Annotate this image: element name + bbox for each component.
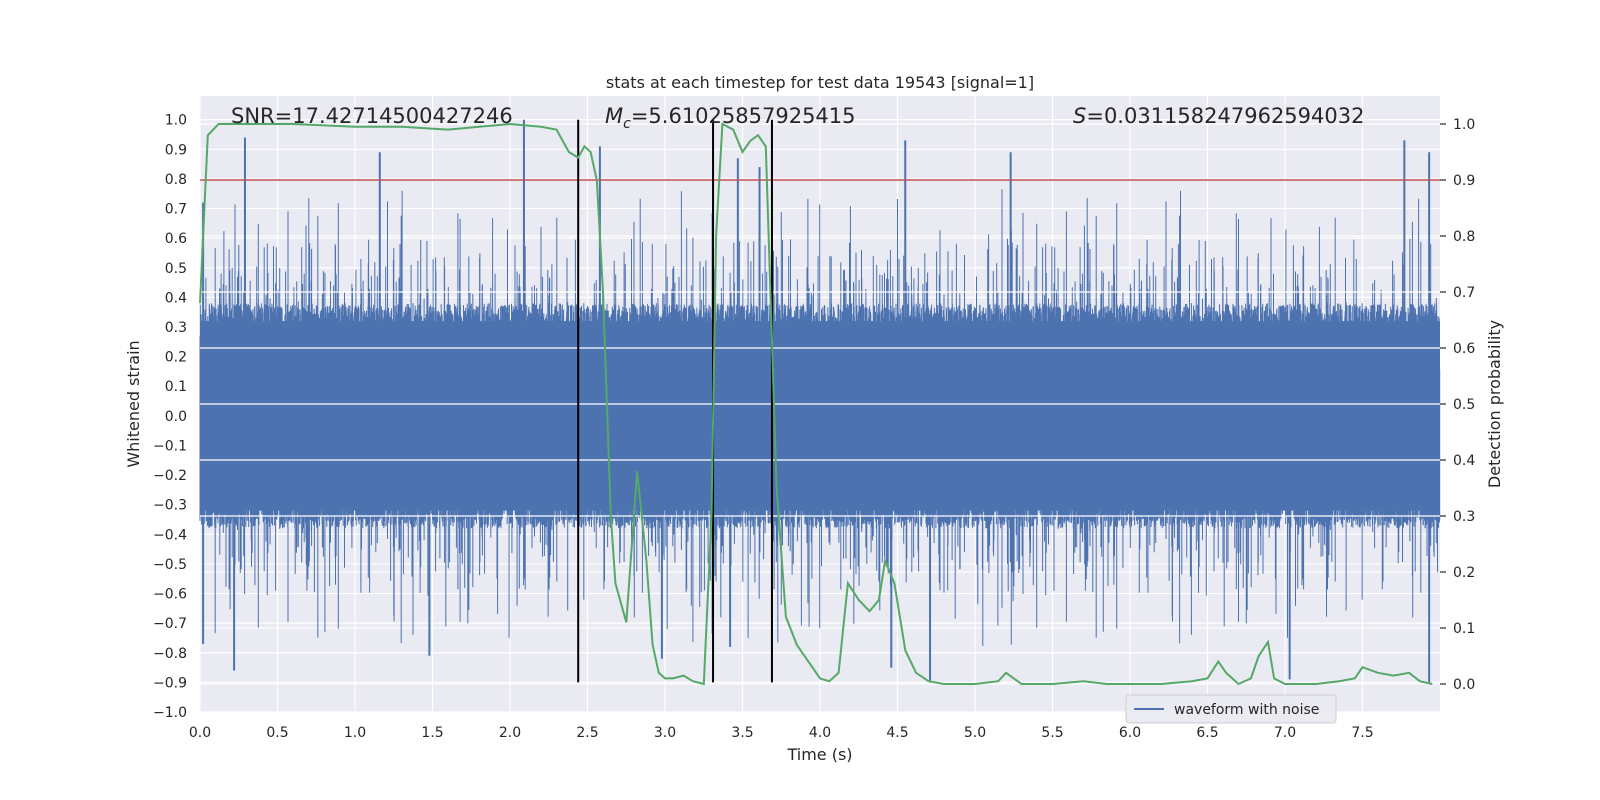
y2-tick-label: 0.1 <box>1453 621 1475 637</box>
x-tick-label: 4.0 <box>809 725 831 741</box>
detection-probability-line <box>199 122 1433 686</box>
x-tick-label: 3.0 <box>654 725 676 741</box>
y-tick-label: 0.3 <box>165 320 187 336</box>
x-tick-label: 7.5 <box>1351 725 1373 741</box>
y-tick-label: −1.0 <box>153 705 187 721</box>
chirp-mass-annotation: Mc=5.61025857925415 <box>605 104 856 132</box>
y2-tick-label: 0.0 <box>1453 677 1475 693</box>
y2-tick-label: 0.6 <box>1453 341 1475 357</box>
chart-title: stats at each timestep for test data 195… <box>606 73 1034 92</box>
y2-tick-label: 0.9 <box>1453 173 1475 189</box>
y-tick-label: −0.6 <box>153 587 187 603</box>
s-annotation: S=0.031158247962594032 <box>1073 104 1364 128</box>
x-tick-label: 7.0 <box>1274 725 1296 741</box>
y2-axis-title: Detection probability <box>1485 320 1504 488</box>
chirp-mass-subscript: c <box>623 116 631 132</box>
y-tick-label: −0.4 <box>153 527 187 543</box>
y-tick-label: 0.7 <box>165 202 187 218</box>
legend-label: waveform with noise <box>1174 702 1319 718</box>
y-axis-left: −1.0 −0.9 −0.8 −0.7 −0.6 −0.5 −0.4 −0.3 −0.2 −0.1… <box>153 113 187 721</box>
x-tick-label: 1.0 <box>344 725 366 741</box>
y-tick-label: 0.1 <box>165 379 187 395</box>
x-tick-label: 1.5 <box>421 725 443 741</box>
y2-tick-label: 0.2 <box>1453 565 1475 581</box>
y-axis-right: 0.0 0.1 0.2 0.3 0.4 0.5 0.6 0.7 0.8 0.9 1.0 <box>1440 117 1475 693</box>
x-tick-label: 6.0 <box>1119 725 1141 741</box>
legend-box <box>1125 694 1337 724</box>
s-value: =0.031158247962594032 <box>1086 104 1364 128</box>
y-tick-label: −0.3 <box>153 498 187 514</box>
y-tick-label: −0.8 <box>153 646 187 662</box>
x-tick-label: 4.5 <box>886 725 908 741</box>
series-detection-probability <box>199 122 1433 686</box>
y-tick-label: 0.4 <box>165 290 187 306</box>
y2-tick-label: 0.3 <box>1453 509 1475 525</box>
x-tick-label: 5.5 <box>1041 725 1063 741</box>
y2-tick-label: 0.4 <box>1453 453 1475 469</box>
y-tick-label: 0.6 <box>165 231 187 247</box>
x-tick-label: 2.0 <box>499 725 521 741</box>
y-tick-label: 1.0 <box>165 113 187 129</box>
series-waveform-with-noise <box>199 119 1441 683</box>
y-axis-title: Whitened strain <box>124 340 143 467</box>
x-tick-label: 2.5 <box>576 725 598 741</box>
y-tick-label: −0.1 <box>153 438 187 454</box>
chirp-mass-symbol: M <box>605 104 623 128</box>
chirp-mass-value: =5.61025857925415 <box>631 104 856 128</box>
y2-tick-label: 1.0 <box>1453 117 1475 133</box>
y-tick-label: 0.2 <box>165 350 187 366</box>
y-tick-label: −0.7 <box>153 616 187 632</box>
overlay-lines <box>200 119 1440 683</box>
x-tick-label: 3.5 <box>731 725 753 741</box>
x-tick-label: 0.5 <box>266 725 288 741</box>
y-tick-label: 0.9 <box>165 142 187 158</box>
y-tick-label: −0.9 <box>153 675 187 691</box>
x-tick-label: 5.0 <box>964 725 986 741</box>
x-axis-title: Time (s) <box>786 745 852 764</box>
y-tick-label: 0.0 <box>165 409 187 425</box>
x-axis: 0.0 0.5 1.0 1.5 2.0 2.5 3.0 3.5 4.0 4.5 5.0 5.5 6.0 6… <box>189 725 1374 741</box>
y-tick-label: 0.8 <box>165 172 187 188</box>
y-tick-label: −0.5 <box>153 557 187 573</box>
x-tick-label: 0.0 <box>189 725 211 741</box>
x-tick-label: 6.5 <box>1196 725 1218 741</box>
y-tick-label: −0.2 <box>153 468 187 484</box>
y2-tick-label: 0.8 <box>1453 229 1475 245</box>
y2-tick-label: 0.7 <box>1453 285 1475 301</box>
y-tick-label: 0.5 <box>165 261 187 277</box>
legend: waveform with noise <box>1125 694 1337 724</box>
y2-tick-label: 0.5 <box>1453 397 1475 413</box>
snr-annotation: SNR=17.42714500427246 <box>231 104 513 128</box>
waveform-core-band <box>200 321 1440 511</box>
s-symbol: S <box>1073 104 1086 128</box>
